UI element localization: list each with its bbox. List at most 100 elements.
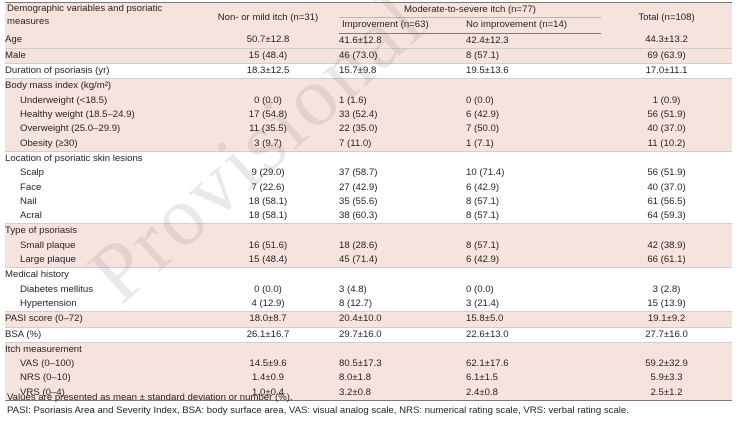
cell-no-improvement: 15.8±5.0 [466, 311, 602, 328]
row-label: Small plaque [5, 238, 197, 254]
cell-total [601, 223, 733, 239]
row-label: Age [5, 33, 197, 49]
cell-improvement: 46 (73.0) [339, 48, 466, 65]
row-label: Obesity (≥30) [5, 136, 197, 152]
row-label: Acral [5, 209, 197, 225]
row-label: NRS (0–10) [5, 371, 197, 386]
cell-improvement: 27 (42.9) [339, 181, 378, 193]
cell-non-mild-itch: 17 (54.8) [197, 108, 339, 123]
cell-no-improvement: 19.5±13.6 [466, 63, 602, 80]
cell-non-mild-itch [197, 342, 339, 358]
row-label: Underweight (<18.5) [5, 93, 197, 109]
cell-no-improvement: 10 (71.4) [466, 167, 505, 179]
table-row: BSA (%) 26.1±16.7 29.7±16.0 22.6±13.0 27.7±1… [5, 327, 733, 343]
row-label: Face [20, 181, 42, 193]
cell-improvement: 80.5±17.3 [339, 357, 466, 372]
cell-improvement: 18 (28.6) [339, 238, 466, 254]
cell-improvement: 41.6±12.8 [339, 33, 466, 49]
cell-improvement: 45 (71.4) [339, 253, 466, 269]
row-label: Medical history [5, 269, 69, 281]
header-no-improvement: No improvement (n=14) [466, 17, 602, 34]
cell-total: 64 (59.3) [601, 209, 733, 225]
cell-no-improvement [466, 223, 602, 239]
table-row: Face 7 (22.6) 27 (42.9) 6 (42.9) 40 (37.0) [5, 181, 732, 195]
table-row: Underweight (<18.5) 0 (0.0) 1 (1.6) 0 (0.0)… [5, 93, 733, 109]
header-total: Total (n=108) [601, 2, 733, 34]
cell-no-improvement: 62.1±17.6 [466, 357, 602, 372]
cell-improvement: 8 (12.7) [339, 296, 466, 313]
cell-non-mild-itch [197, 151, 339, 166]
cell-total: 15 (13.9) [601, 296, 733, 313]
row-label: VRS (0–4) [5, 385, 197, 402]
cell-no-improvement: 2.4±0.8 [466, 385, 602, 402]
cell-improvement [339, 223, 466, 239]
cell-non-mild-itch: 7 (22.6) [251, 181, 285, 193]
cell-non-mild-itch: 18.3±12.5 [197, 63, 339, 80]
cell-no-improvement: 0 (0.0) [466, 283, 494, 295]
cell-non-mild-itch: 18 (58.1) [197, 209, 339, 225]
header-improvement: Improvement (n=63) [339, 17, 466, 34]
cell-improvement [339, 342, 466, 358]
row-label: Location of psoriatic skin lesions [5, 152, 143, 164]
cell-improvement: 38 (60.3) [339, 209, 466, 225]
table-body: Age 50.7±12.8 41.6±12.8 42.4±12.3 44.3±13.2 M… [5, 33, 733, 402]
cell-improvement: 35 (55.6) [339, 195, 378, 207]
cell-non-mild-itch: 4 (12.9) [197, 296, 339, 313]
cell-total: 40 (37.0) [647, 181, 686, 193]
row-label: Itch measurement [5, 342, 197, 358]
cell-total: 69 (63.9) [601, 48, 733, 65]
cell-total: 56 (51.9) [601, 108, 733, 123]
cell-no-improvement: 1 (7.1) [466, 136, 602, 152]
header-variables: Demographic variables and psoriatic meas… [5, 2, 197, 34]
cell-total [601, 78, 733, 94]
cell-total: 19.1±9.2 [601, 311, 733, 328]
table-row: Itch measurement [5, 342, 733, 358]
table-row: Large plaque 15 (48.4) 45 (71.4) 6 (42.9) 66… [5, 253, 733, 269]
row-label: Healthy weight (18.5–24.9) [5, 108, 197, 123]
table-row: Body mass index (kg/m²) [5, 78, 733, 94]
cell-improvement [339, 78, 466, 94]
cell-total: 27.7±16.0 [601, 327, 733, 343]
cell-total: 42 (38.9) [601, 238, 733, 254]
row-label: Duration of psoriasis (yr) [5, 63, 197, 80]
table-row: Hypertension 4 (12.9) 8 (12.7) 3 (21.4) 15 (… [5, 296, 733, 313]
cell-no-improvement: 8 (57.1) [466, 238, 602, 254]
cell-non-mild-itch: 3 (9.7) [197, 136, 339, 152]
row-label: VAS (0–100) [5, 357, 197, 372]
table-row: Acral 18 (58.1) 38 (60.3) 8 (57.1) 64 (59.3) [5, 209, 733, 225]
row-label: Scalp [20, 167, 44, 179]
cell-non-mild-itch: 14.5±9.6 [197, 357, 339, 372]
cell-total: 56 (51.9) [647, 167, 686, 179]
row-label: Hypertension [5, 296, 197, 313]
cell-no-improvement: 42.4±12.3 [466, 33, 602, 49]
cell-no-improvement [466, 151, 601, 166]
table-row: PASI score (0–72) 18.0±8.7 20.4±10.0 15.8±5… [5, 311, 733, 328]
cell-non-mild-itch: 9 (29.0) [251, 167, 285, 179]
cell-total: 2.5±1.2 [601, 385, 733, 402]
cell-total: 11 (10.2) [601, 136, 733, 152]
cell-no-improvement: 0 (0.0) [466, 93, 602, 109]
cell-non-mild-itch: 11 (35.5) [197, 122, 339, 137]
table-subheader-row: Improvement (n=63) No improvement (n=14) [5, 17, 732, 34]
cell-non-mild-itch: 1.4±0.9 [197, 371, 339, 386]
cell-no-improvement [466, 342, 602, 358]
cell-no-improvement: 7 (50.0) [466, 122, 602, 137]
cell-non-mild-itch: 15 (48.4) [197, 48, 339, 65]
row-label: BSA (%) [5, 327, 197, 343]
table-row: Overweight (25.0–29.9) 11 (35.5) 22 (35.0)… [5, 122, 733, 137]
cell-improvement: 33 (52.4) [339, 108, 466, 123]
cell-non-mild-itch: 0 (0.0) [254, 283, 282, 295]
cell-total: 44.3±13.2 [601, 33, 733, 49]
cell-improvement: 7 (11.0) [339, 136, 466, 152]
cell-non-mild-itch: 16 (51.6) [197, 238, 339, 254]
cell-non-mild-itch: 15 (48.4) [197, 253, 339, 269]
table-row: NRS (0–10) 1.4±0.9 8.0±1.8 6.1±1.5 5.9±3.3 [5, 371, 733, 386]
table-row: Nail 18 (58.1) 35 (55.6) 8 (57.1) 61 (56.5) [5, 195, 732, 209]
row-label: Overweight (25.0–29.9) [5, 122, 197, 137]
cell-no-improvement: 6 (42.9) [466, 108, 602, 123]
cell-improvement: 29.7±16.0 [339, 327, 466, 343]
table-row: VAS (0–100) 14.5±9.6 80.5±17.3 62.1±17.6 59.… [5, 357, 733, 372]
cell-non-mild-itch: 18.0±8.7 [197, 311, 339, 328]
cell-non-mild-itch: 1.0±0.4 [197, 385, 339, 402]
